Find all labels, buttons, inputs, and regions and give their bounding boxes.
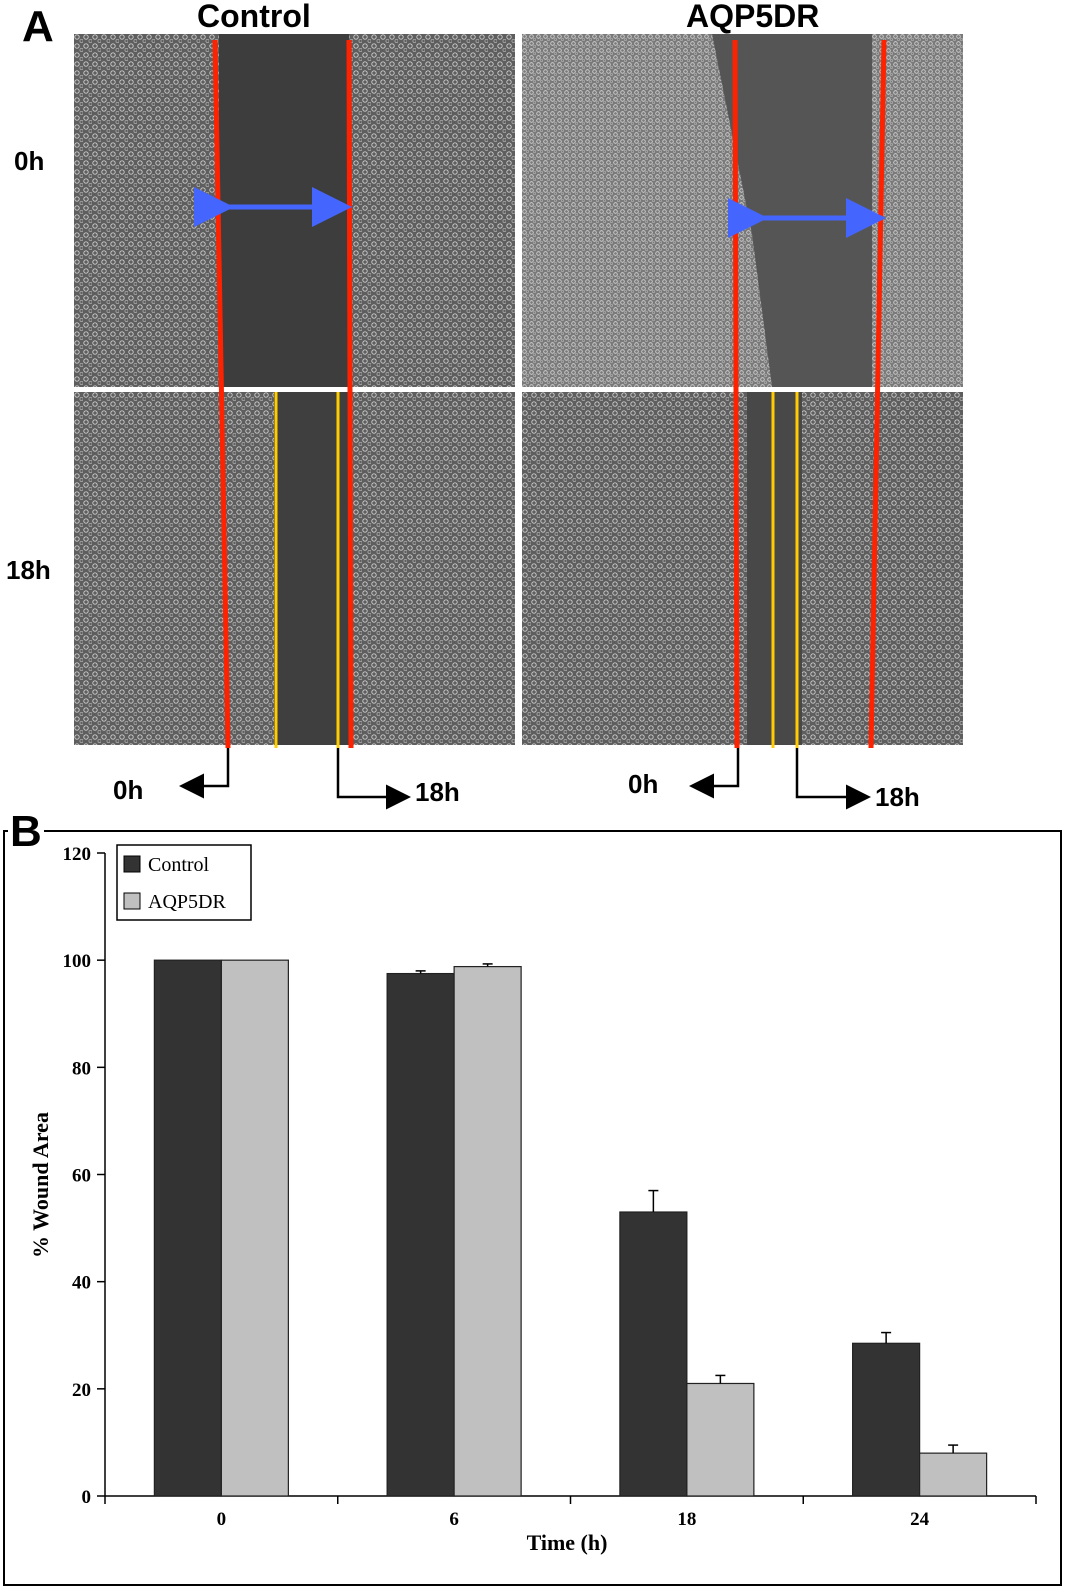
aqp5dr-18h-pointer: [795, 748, 871, 810]
x-tick-label: 6: [449, 1509, 459, 1530]
legend-swatch-aqp5dr: [123, 892, 141, 910]
control-edge-0h-right: [346, 39, 354, 749]
bar-control-24: [852, 1342, 921, 1497]
panel-a-letter: A: [22, 2, 54, 51]
y-tick-label: 80: [72, 1058, 91, 1079]
x-axis-label: Time (h): [527, 1530, 608, 1555]
bar-control-18: [619, 1211, 688, 1497]
micrograph-control-18h-image: [74, 392, 515, 745]
y-axis-label: % Wound Area: [28, 1112, 53, 1258]
bar-aqp5dr-24: [919, 1452, 988, 1497]
y-tick-label: 100: [63, 951, 92, 972]
y-tick-label: 120: [63, 844, 92, 865]
bar-aqp5dr-6: [453, 965, 522, 1497]
x-tick-label: 0: [217, 1509, 227, 1530]
aqp5dr-18h-pointer-label: 18h: [875, 782, 920, 812]
bar-aqp5dr-18: [686, 1382, 755, 1497]
bar-control-6: [386, 972, 455, 1497]
aqp5dr-0h-pointer: [689, 748, 740, 799]
x-tick-label: 18: [677, 1509, 696, 1530]
bar-aqp5dr-0: [220, 959, 289, 1497]
y-tick-label: 0: [82, 1487, 92, 1508]
control-edge-0h-left: [212, 39, 231, 749]
micrograph-aqp5dr-18h-image: [522, 392, 963, 745]
aqp5dr-edge-0h-right: [868, 39, 887, 749]
x-tick-label: 24: [910, 1509, 930, 1530]
control-0h-pointer-label: 0h: [113, 775, 144, 805]
control-0h-pointer: [179, 748, 230, 799]
y-tick-label: 20: [72, 1380, 91, 1401]
control-column-title: Control: [197, 0, 311, 34]
legend-label-aqp5dr: AQP5DR: [148, 891, 226, 913]
micrograph-control-18h: [74, 392, 515, 745]
control-18h-pointer: [336, 748, 411, 810]
aqp5dr-0h-pointer-label: 0h: [628, 769, 659, 799]
aqp5dr-edge-0h-left: [732, 39, 740, 749]
panel-b-frame: [3, 830, 1062, 1586]
aqp5dr-column-title: AQP5DR: [686, 0, 820, 34]
bar-control-0: [153, 959, 222, 1497]
y-tick-label: 40: [72, 1273, 91, 1294]
row-label-0h: 0h: [14, 146, 45, 176]
chart-legend: Control AQP5DR: [116, 844, 252, 921]
legend-swatch-control: [123, 855, 141, 873]
control-18h-pointer-label: 18h: [415, 777, 460, 807]
y-tick-label: 60: [72, 1166, 91, 1187]
panel-a-overlay: [179, 39, 887, 810]
panel-b-letter: B: [8, 807, 44, 856]
chart-bars: [153, 959, 988, 1497]
row-label-18h: 18h: [6, 555, 51, 585]
legend-label-control: Control: [148, 854, 210, 876]
micrograph-aqp5dr-18h: [522, 392, 963, 745]
